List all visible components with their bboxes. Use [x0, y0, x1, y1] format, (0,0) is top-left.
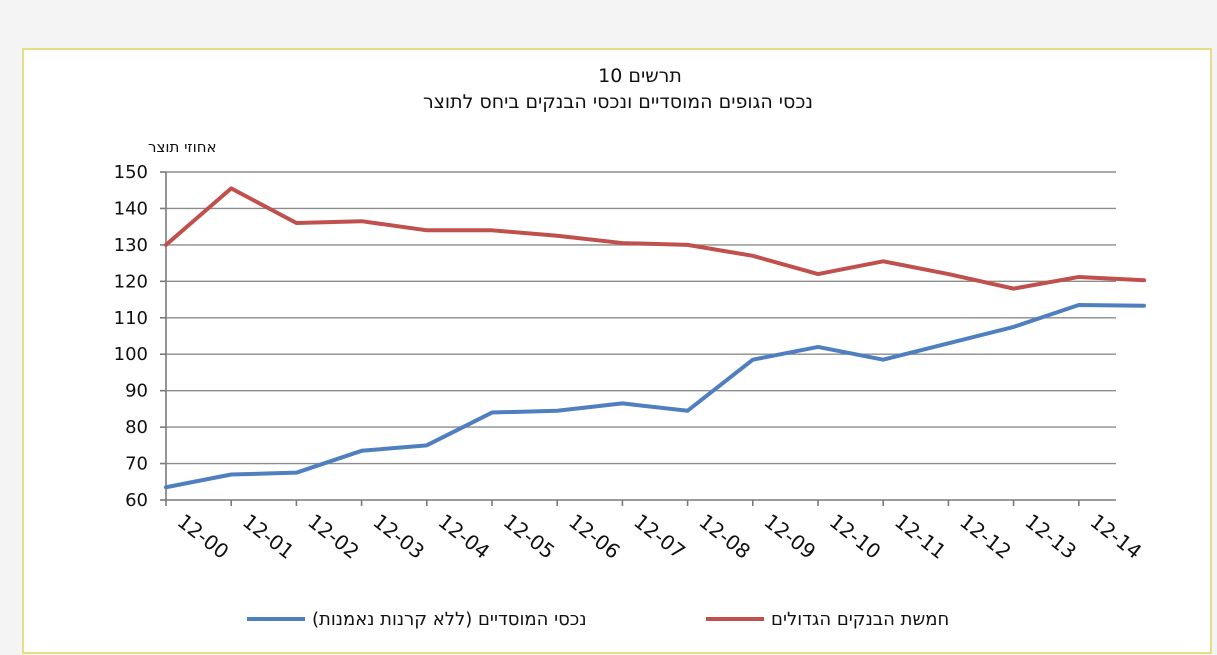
x-tick-label: 12-02 [303, 509, 364, 564]
data-point [1078, 276, 1080, 278]
data-point [752, 255, 754, 257]
y-tick-label: 110 [114, 308, 148, 329]
gridlines [166, 171, 1116, 465]
x-tick-label: 12-14 [1086, 509, 1147, 564]
data-point [165, 486, 167, 488]
y-tick-label: 90 [125, 381, 148, 402]
data-point [621, 402, 624, 405]
x-tick-label: 12-05 [499, 509, 560, 564]
data-point [687, 244, 689, 246]
legend: נכסי המוסדיים (ללא קרנות נאמנות) חמשת הב… [247, 609, 949, 630]
y-tick-label: 80 [125, 417, 148, 438]
axes [160, 171, 1116, 506]
y-tick-label: 120 [114, 271, 148, 292]
y-tick-label: 130 [114, 235, 148, 256]
x-tick-label: 12-03 [369, 509, 430, 564]
x-tick-label: 12-07 [629, 509, 690, 564]
data-point [426, 444, 428, 446]
data-point [1143, 279, 1145, 281]
y-tick-label: 70 [125, 454, 148, 475]
data-point [361, 450, 363, 452]
data-point [947, 342, 950, 344]
data-point [295, 222, 297, 224]
data-point [1013, 326, 1015, 328]
x-tick-label: 12-10 [825, 509, 886, 564]
data-point [556, 235, 558, 237]
data-point [1143, 305, 1145, 307]
x-tick-label: 12-01 [238, 509, 299, 564]
x-tick-label: 12-13 [1021, 509, 1082, 564]
y-tick-label: 60 [125, 490, 148, 511]
y-axis-label: אחוזי תוצר [148, 138, 217, 156]
x-tick-labels: 12-00 12-01 12-02 12-03 12-04 12-05 12-06 12-07… [173, 509, 1146, 564]
data-point [230, 473, 232, 476]
x-tick-label: 12-11 [890, 509, 951, 564]
data-point [1078, 304, 1080, 306]
data-point [817, 346, 819, 348]
y-tick-label: 150 [114, 162, 148, 183]
y-tick-label: 100 [114, 344, 148, 365]
x-tick-label: 12-12 [955, 509, 1016, 564]
y-tick-label: 140 [114, 198, 148, 219]
data-point [556, 410, 558, 412]
chart-subtitle: נכסי הגופים המוסדיים ונכסי הבנקים ביחס ל… [423, 91, 813, 113]
data-point [426, 229, 428, 231]
series-lines [164, 186, 1146, 490]
data-point [1013, 288, 1015, 290]
x-tick-label: 12-06 [564, 509, 625, 564]
data-point [361, 220, 363, 222]
data-point [752, 359, 754, 361]
data-point [165, 244, 167, 246]
x-tick-label: 12-04 [434, 509, 495, 564]
data-point [295, 472, 297, 474]
y-tick-labels: 60 70 80 90 100 110 120 130 140 150 [114, 162, 148, 511]
series-line-1 [164, 186, 1146, 291]
data-point [817, 273, 819, 275]
data-point [882, 260, 884, 262]
data-point [621, 242, 624, 244]
data-point [491, 229, 493, 231]
data-point [882, 359, 884, 361]
legend-label-institutional: נכסי המוסדיים (ללא קרנות נאמנות) [312, 609, 587, 630]
series-line-0 [164, 303, 1146, 490]
legend-label-banks: חמשת הבנקים הגדולים [771, 609, 949, 630]
chart-title: תרשים 10 [598, 65, 682, 87]
chart-frame [22, 48, 1212, 654]
x-tick-label: 12-08 [695, 509, 756, 564]
data-point [491, 411, 493, 414]
data-point [230, 187, 232, 189]
data-point [687, 410, 689, 412]
data-point [947, 273, 950, 275]
x-tick-label: 12-09 [760, 509, 821, 564]
x-tick-label: 12-00 [173, 509, 234, 564]
